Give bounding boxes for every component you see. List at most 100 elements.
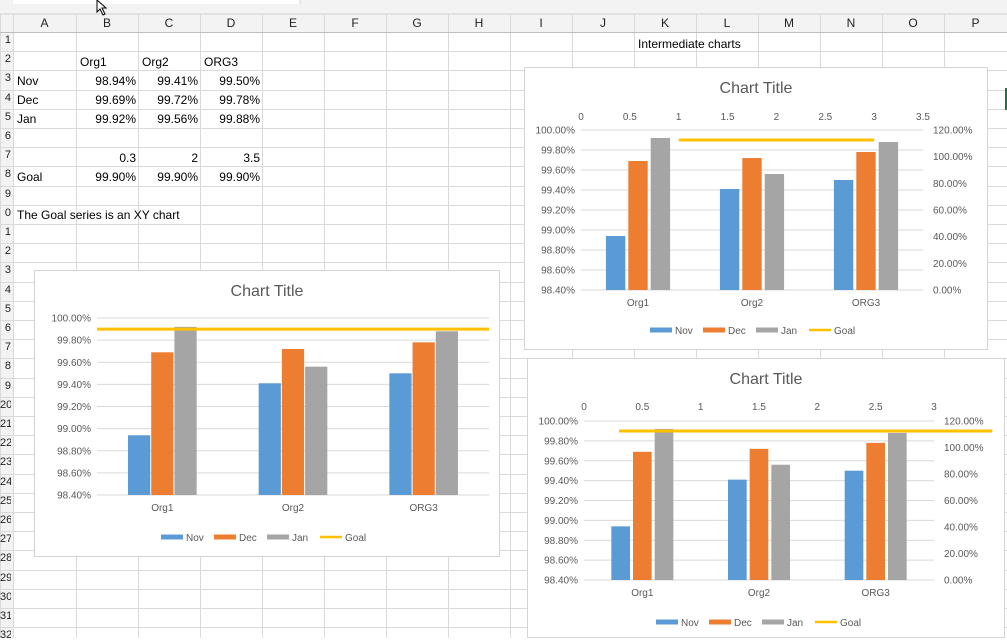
chart-title[interactable]: Chart Title xyxy=(729,371,803,388)
row-header[interactable]: 30 xyxy=(0,591,11,603)
cell-k1[interactable]: Intermediate charts xyxy=(638,37,741,51)
secondary-x-tick-label: 2 xyxy=(815,402,821,413)
cell-d7[interactable]: 3.5 xyxy=(243,151,260,165)
row-header[interactable]: 20 xyxy=(0,399,11,411)
cell-c4[interactable]: 99.72% xyxy=(157,93,198,107)
row-header[interactable]: 2 xyxy=(4,245,11,257)
cell-a10[interactable]: The Goal series is an XY chart xyxy=(17,208,180,222)
column-header-i[interactable]: I xyxy=(539,16,543,30)
intermediate-chart-bottom[interactable]: Chart Title 98.40% 98.60% 98.80% 99.00% 99.2… xyxy=(527,358,1005,638)
cell-c8[interactable]: 99.90% xyxy=(157,170,198,184)
row-header[interactable]: 3 xyxy=(4,264,11,276)
bar-jan-org1 xyxy=(654,428,674,580)
row-header[interactable]: 9 xyxy=(4,188,11,200)
row-header[interactable]: 2 xyxy=(4,53,11,65)
cell-b5[interactable]: 99.92% xyxy=(95,112,136,126)
cell-b2[interactable]: Org1 xyxy=(80,55,107,69)
chart-title[interactable]: Chart Title xyxy=(719,80,793,97)
row-header[interactable]: 4 xyxy=(4,92,11,104)
cell-c3[interactable]: 99.41% xyxy=(157,74,198,88)
column-header-c[interactable]: C xyxy=(164,16,174,30)
row-header[interactable]: 5 xyxy=(4,111,11,123)
row-header[interactable]: 9 xyxy=(4,380,11,392)
row-header[interactable]: 7 xyxy=(4,149,11,161)
column-header-a[interactable]: A xyxy=(40,16,49,30)
row-header[interactable]: 8 xyxy=(4,168,11,180)
column-header-k[interactable]: K xyxy=(660,16,669,30)
column-header-e[interactable]: E xyxy=(288,16,297,30)
column-header-l[interactable]: L xyxy=(723,16,731,30)
cell-a8[interactable]: Goal xyxy=(17,170,43,184)
row-header[interactable]: 26 xyxy=(0,514,11,526)
cell-d3[interactable]: 99.50% xyxy=(219,74,260,88)
cell-c2[interactable]: Org2 xyxy=(142,55,169,69)
secondary-y-tick-label: 80.00% xyxy=(933,179,967,190)
y-tick-label: 100.00% xyxy=(52,314,92,325)
column-header-m[interactable]: M xyxy=(784,16,794,30)
x-tick-label: Org2 xyxy=(741,298,764,309)
column-header-g[interactable]: G xyxy=(412,16,422,30)
y-tick-label: 99.60% xyxy=(541,166,575,177)
cell-d5[interactable]: 99.88% xyxy=(219,112,260,126)
row-header[interactable]: 4 xyxy=(4,284,11,296)
cell-a4[interactable]: Dec xyxy=(17,93,39,107)
row-header[interactable]: 5 xyxy=(4,303,11,315)
row-header[interactable]: 32 xyxy=(0,629,11,641)
cell-a5[interactable]: Jan xyxy=(17,112,37,126)
secondary-y-tick-label: 100.00% xyxy=(944,443,984,454)
row-header[interactable]: 31 xyxy=(0,610,11,622)
row-header[interactable]: 22 xyxy=(0,437,11,449)
column-header-p[interactable]: P xyxy=(971,16,980,30)
y-tick-label: 100.00% xyxy=(536,126,576,137)
row-header[interactable]: 24 xyxy=(0,476,11,488)
secondary-y-tick-label: 100.00% xyxy=(933,152,973,163)
row-header[interactable]: 6 xyxy=(4,130,11,142)
row-header[interactable]: 1 xyxy=(4,34,11,46)
cell-d4[interactable]: 99.78% xyxy=(219,93,260,107)
row-header[interactable]: 27 xyxy=(0,533,11,545)
y-tick-label: 98.80% xyxy=(541,246,575,257)
cell-b7[interactable]: 0.3 xyxy=(119,151,136,165)
column-header-o[interactable]: O xyxy=(908,16,918,30)
bar-jan-org2 xyxy=(305,366,328,495)
row-header[interactable]: 25 xyxy=(0,495,11,507)
y-tick-label: 98.60% xyxy=(541,266,575,277)
goal-chart-main[interactable]: Chart Title 98.40% 98.60% 98.80% 99.00% 99.2… xyxy=(34,270,500,557)
row-header[interactable]: 8 xyxy=(4,360,11,372)
row-header[interactable]: 6 xyxy=(4,322,11,334)
row-header[interactable]: 1 xyxy=(4,226,11,238)
bar-nov-org3 xyxy=(844,470,864,580)
intermediate-chart-top[interactable]: Chart Title 98.40% 98.60% 98.80% 99.00% 99.2… xyxy=(524,67,988,350)
cell-c5[interactable]: 99.56% xyxy=(157,112,198,126)
column-header-d[interactable]: D xyxy=(226,16,236,30)
row-header-band xyxy=(0,0,13,638)
column-header-j[interactable]: J xyxy=(600,16,606,30)
row-header[interactable]: 3 xyxy=(4,72,11,84)
cell-c7[interactable]: 2 xyxy=(191,151,198,165)
legend-swatch-nov xyxy=(650,327,672,333)
cell-b3[interactable]: 98.94% xyxy=(95,74,136,88)
column-header-f[interactable]: F xyxy=(351,16,359,30)
cell-a3[interactable]: Nov xyxy=(17,74,39,88)
chart-title[interactable]: Chart Title xyxy=(230,283,304,300)
legend-label: Nov xyxy=(186,533,204,544)
bar-dec-org3 xyxy=(856,152,876,290)
row-header[interactable]: 0 xyxy=(4,207,11,219)
column-header-n[interactable]: N xyxy=(846,16,856,30)
cell-d8[interactable]: 99.90% xyxy=(219,170,260,184)
secondary-x-tick-label: 1 xyxy=(676,112,682,123)
secondary-y-tick-label: 40.00% xyxy=(944,523,978,534)
secondary-x-tick-label: 2 xyxy=(774,112,780,123)
column-header-b[interactable]: B xyxy=(102,16,111,30)
row-header[interactable]: 23 xyxy=(0,456,11,468)
row-header[interactable]: 21 xyxy=(0,418,11,430)
bar-jan-org1 xyxy=(650,138,671,290)
row-header[interactable]: 29 xyxy=(0,572,11,584)
cell-d2[interactable]: ORG3 xyxy=(204,55,239,69)
cell-b4[interactable]: 99.69% xyxy=(95,93,136,107)
secondary-x-tick-label: 2.5 xyxy=(818,112,832,123)
row-header[interactable]: 28 xyxy=(0,552,11,564)
cell-b8[interactable]: 99.90% xyxy=(95,170,136,184)
column-header-h[interactable]: H xyxy=(474,16,484,30)
row-header[interactable]: 7 xyxy=(4,341,11,353)
